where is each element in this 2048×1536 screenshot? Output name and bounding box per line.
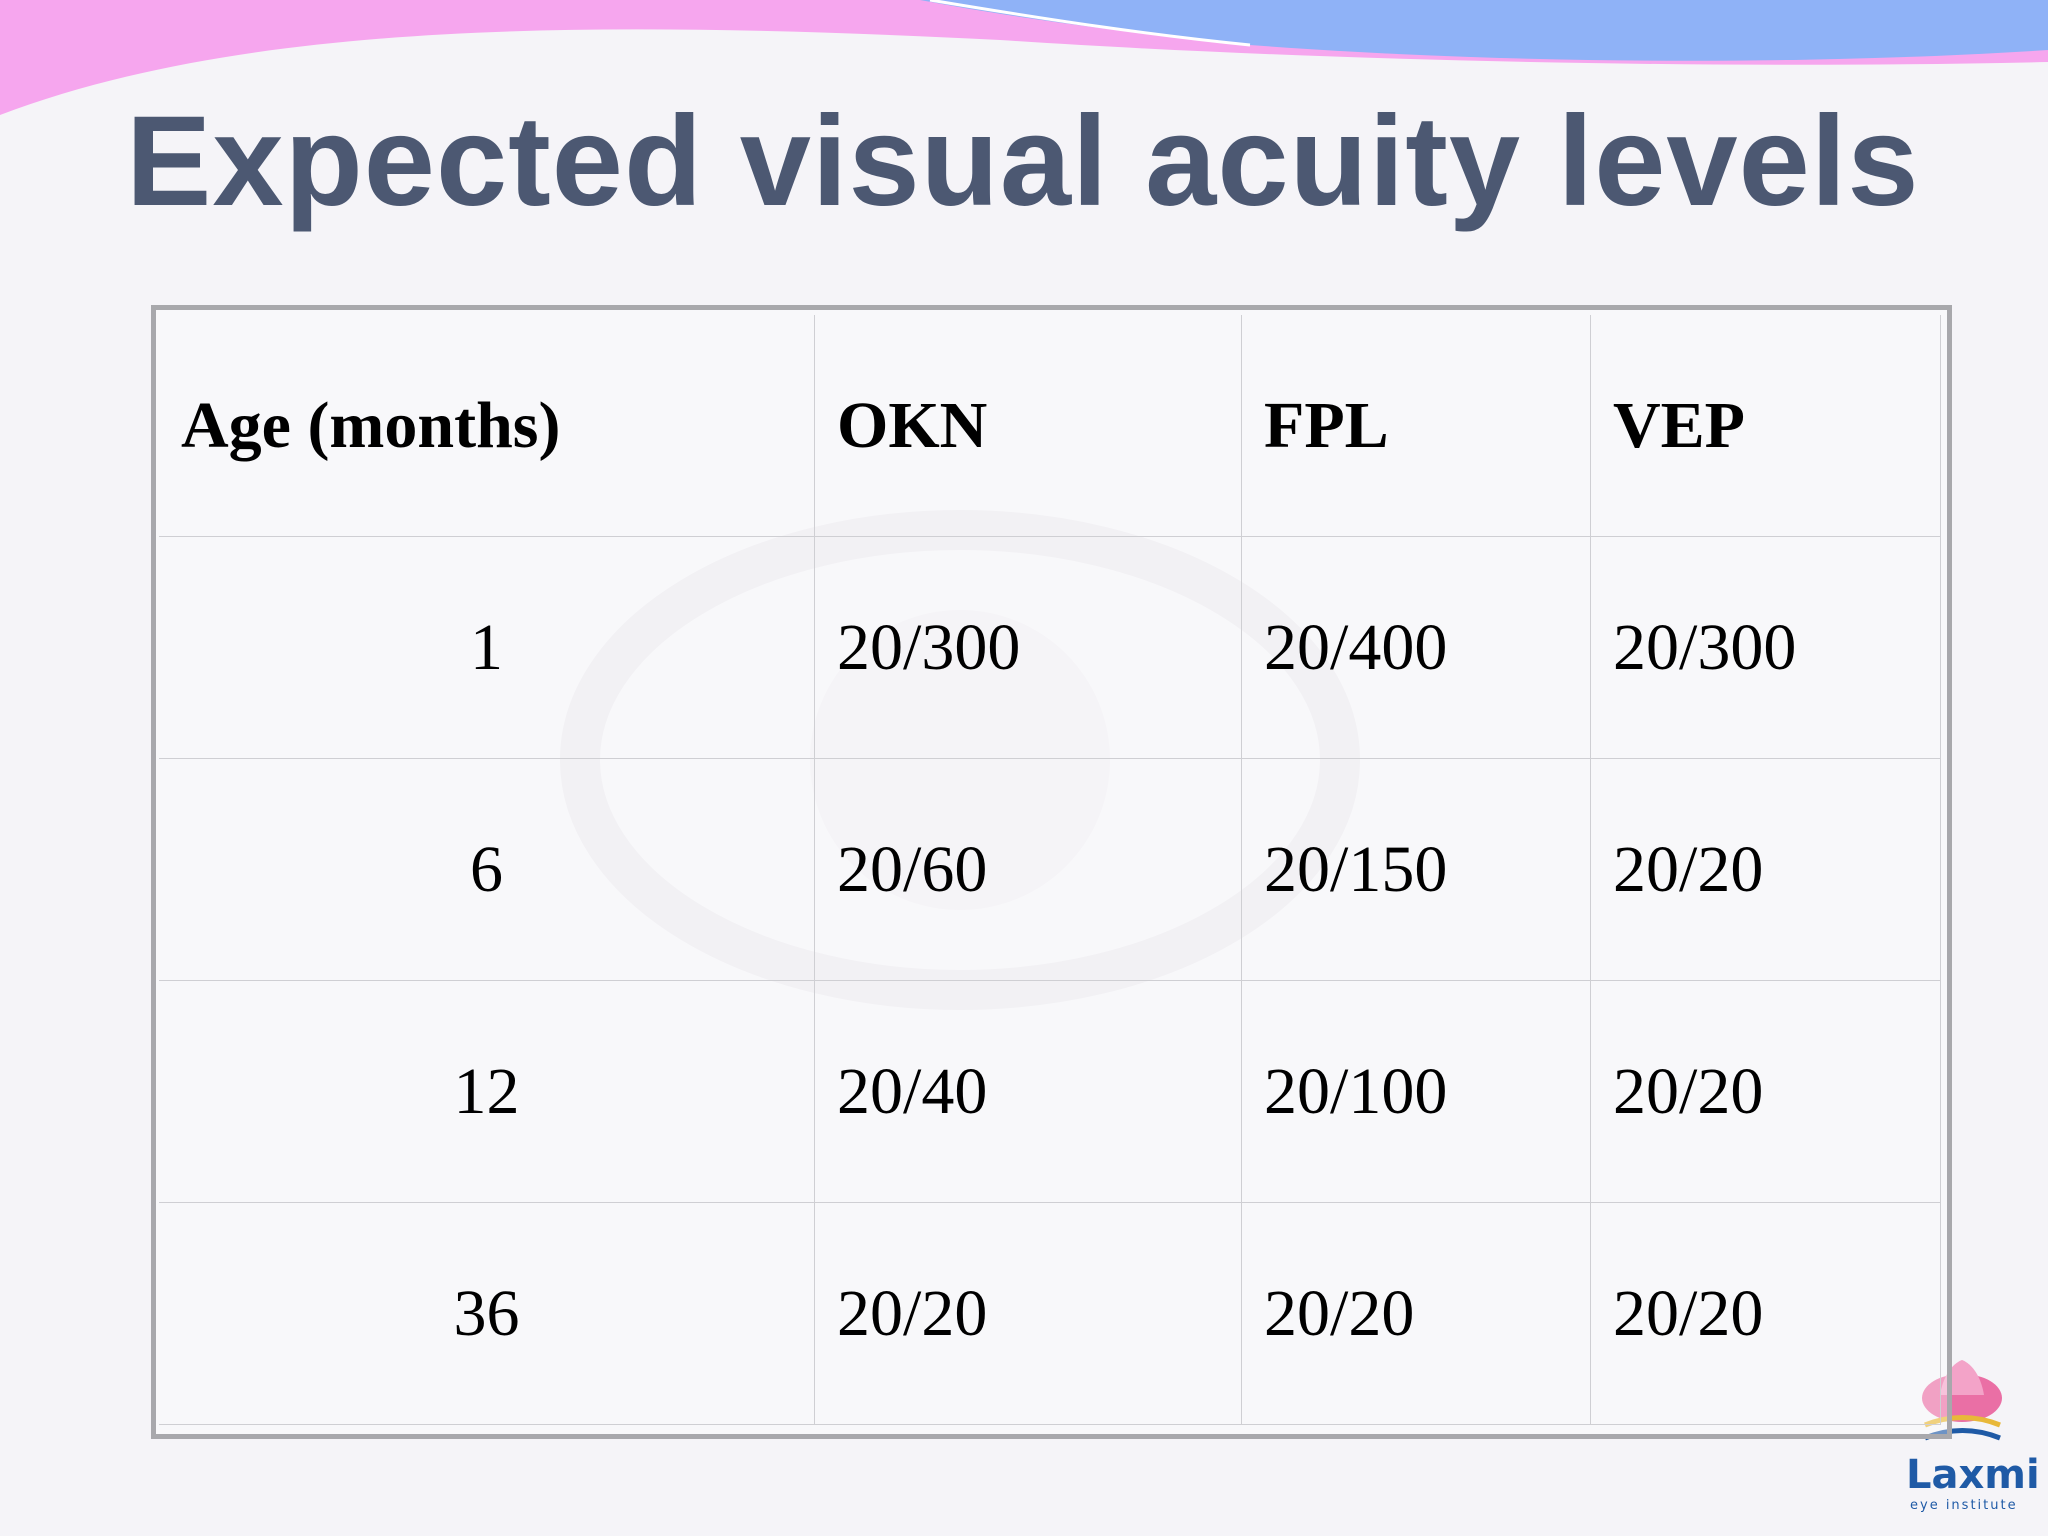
slide-title: Expected visual acuity levels: [126, 90, 1920, 233]
table-cell: 20/20: [1591, 981, 1941, 1203]
table-cell: 20/150: [1242, 759, 1591, 981]
table-cell: FPL: [1242, 315, 1591, 537]
table-cell: 36: [159, 1203, 815, 1425]
table-cell: 20/100: [1242, 981, 1591, 1203]
eye-watermark-iris: [810, 610, 1110, 910]
table-cell: 20/40: [815, 981, 1242, 1203]
table-cell: 20/300: [815, 537, 1242, 759]
table-cell: 20/20: [1591, 1203, 1941, 1425]
eye-watermark: [560, 510, 1360, 1010]
table-cell: 20/20: [815, 1203, 1242, 1425]
table-cell: 20/20: [1591, 759, 1941, 981]
table-cell: 20/20: [1242, 1203, 1591, 1425]
table-cell: VEP: [1591, 315, 1941, 537]
table-cell: 20/300: [1591, 537, 1941, 759]
logo-tagline: eye institute: [1910, 1498, 2018, 1513]
wave-highlight: [929, 0, 1251, 47]
table-cell: 1: [159, 537, 815, 759]
table-cell: 12: [159, 981, 815, 1203]
table-cell: 6: [159, 759, 815, 981]
table-cell: 20/400: [1242, 537, 1591, 759]
table-cell: OKN: [815, 315, 1242, 537]
table-cell: Age (months): [159, 315, 815, 537]
data-table: Age (months) OKN FPL VEP 1 20/300 20/400 20/300…: [151, 305, 1952, 1439]
table-cell: 20/60: [815, 759, 1242, 981]
blue-wave: [920, 0, 2048, 61]
logo-name: Laxmi: [1906, 1452, 2040, 1498]
